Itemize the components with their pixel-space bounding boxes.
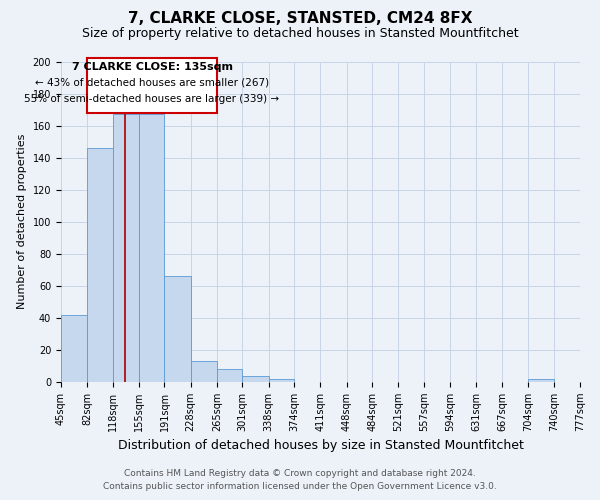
X-axis label: Distribution of detached houses by size in Stansted Mountfitchet: Distribution of detached houses by size … [118,440,523,452]
Bar [61,314,87,382]
Text: Size of property relative to detached houses in Stansted Mountfitchet: Size of property relative to detached ho… [82,28,518,40]
Text: 55% of semi-detached houses are larger (339) →: 55% of semi-detached houses are larger (… [25,94,280,104]
Text: 7 CLARKE CLOSE: 135sqm: 7 CLARKE CLOSE: 135sqm [71,62,233,72]
Bar [164,276,191,382]
Bar [217,369,242,382]
Bar [139,114,164,382]
Bar [269,378,294,382]
FancyBboxPatch shape [87,58,217,113]
Bar [242,376,269,382]
Text: ← 43% of detached houses are smaller (267): ← 43% of detached houses are smaller (26… [35,78,269,88]
Bar [528,378,554,382]
Y-axis label: Number of detached properties: Number of detached properties [17,134,27,310]
Text: Contains HM Land Registry data © Crown copyright and database right 2024.
Contai: Contains HM Land Registry data © Crown c… [103,470,497,491]
Bar [113,114,139,382]
Text: 7, CLARKE CLOSE, STANSTED, CM24 8FX: 7, CLARKE CLOSE, STANSTED, CM24 8FX [128,11,472,26]
Bar [87,148,113,382]
Bar [191,361,217,382]
